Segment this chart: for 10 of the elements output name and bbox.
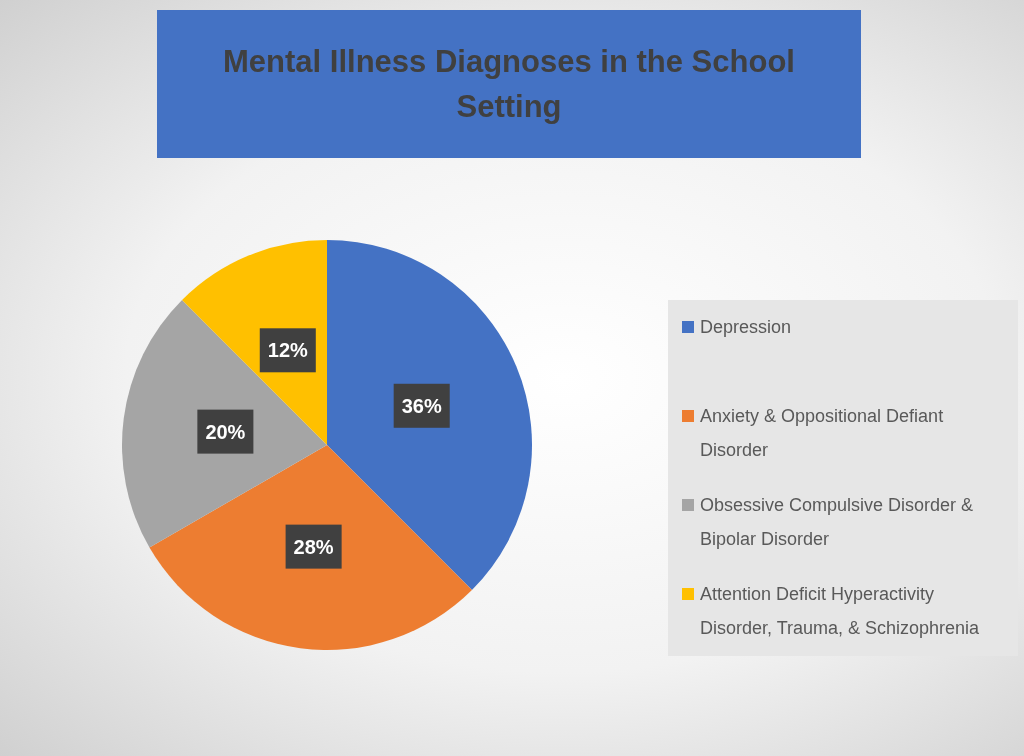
chart-title: Mental Illness Diagnoses in the School Setting <box>223 44 795 124</box>
legend-label: Depression <box>700 317 792 337</box>
data-label: 12% <box>267 339 309 362</box>
legend-label: Attention Deficit Hyperactivity Disorder, Trauma, & Schizophrenia <box>700 584 981 638</box>
legend-label: Anxiety & Oppositional Defiant Disorder <box>700 406 944 460</box>
data-label: 20% <box>205 420 246 443</box>
data-label: 28% <box>293 535 334 558</box>
data-label: 36% <box>401 394 442 417</box>
legend-label: Obsessive Compulsive Disorder & Bipolar Disorder <box>700 495 974 549</box>
pie-slice <box>149 445 472 650</box>
